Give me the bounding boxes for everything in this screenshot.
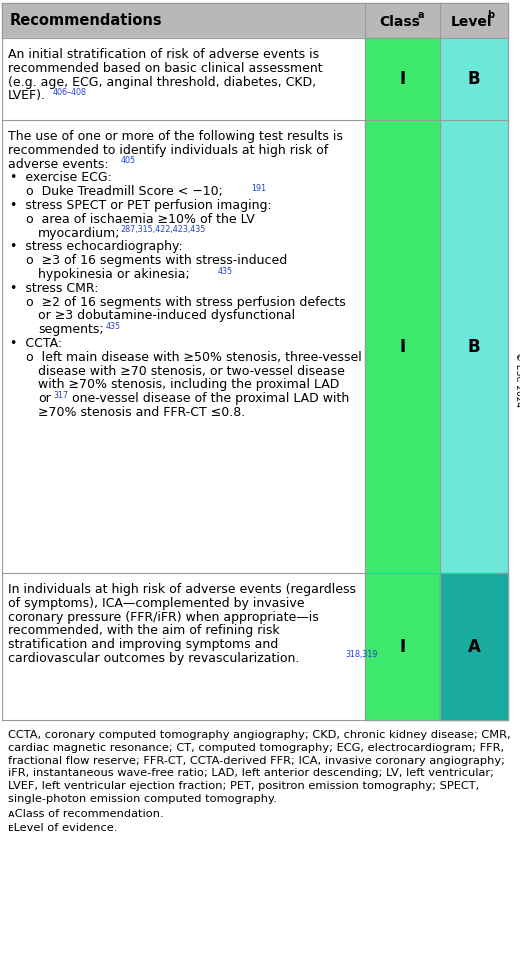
Text: •  stress echocardiography:: • stress echocardiography: — [10, 240, 183, 254]
Text: 191: 191 — [251, 184, 266, 193]
Text: ᴀClass of recommendation.: ᴀClass of recommendation. — [8, 809, 164, 819]
Text: An initial stratification of risk of adverse events is: An initial stratification of risk of adv… — [8, 48, 319, 61]
Text: recommended based on basic clinical assessment: recommended based on basic clinical asse… — [8, 62, 322, 75]
Text: b: b — [487, 11, 494, 20]
Text: ᴇLevel of evidence.: ᴇLevel of evidence. — [8, 823, 118, 832]
Text: cardiovascular outcomes by revascularization.: cardiovascular outcomes by revasculariza… — [8, 652, 300, 665]
Text: hypokinesia or akinesia;: hypokinesia or akinesia; — [38, 268, 190, 281]
Bar — [2, 120, 365, 573]
Text: Level: Level — [451, 15, 493, 29]
Bar — [440, 573, 508, 720]
Bar — [365, 573, 440, 720]
Text: o  Duke Treadmill Score < −10;: o Duke Treadmill Score < −10; — [26, 185, 223, 198]
Text: © ESC 2024: © ESC 2024 — [514, 352, 520, 407]
Bar — [440, 38, 508, 120]
Bar — [440, 120, 508, 573]
Text: 435: 435 — [218, 266, 233, 276]
Text: fractional flow reserve; FFR-CT, CCTA-derived FFR; ICA, invasive coronary angiog: fractional flow reserve; FFR-CT, CCTA-de… — [8, 755, 505, 766]
Text: •  stress CMR:: • stress CMR: — [10, 282, 98, 295]
Text: ≥70% stenosis and FFR-CT ≤0.8.: ≥70% stenosis and FFR-CT ≤0.8. — [38, 406, 245, 419]
Text: recommended, with the aim of refining risk: recommended, with the aim of refining ri… — [8, 625, 280, 637]
Text: recommended to identify individuals at high risk of: recommended to identify individuals at h… — [8, 144, 328, 157]
Text: disease with ≥70 stenosis, or two-vessel disease: disease with ≥70 stenosis, or two-vessel… — [38, 364, 345, 378]
Text: 435: 435 — [106, 322, 121, 331]
Bar — [365, 120, 440, 573]
Text: Recommendations: Recommendations — [10, 13, 163, 28]
Text: of symptoms), ICA—complemented by invasive: of symptoms), ICA—complemented by invasi… — [8, 597, 305, 610]
Text: B: B — [467, 337, 480, 356]
Text: LVEF).: LVEF). — [8, 89, 46, 103]
Text: coronary pressure (FFR/iFR) when appropriate—is: coronary pressure (FFR/iFR) when appropr… — [8, 610, 319, 624]
Text: 318,319: 318,319 — [345, 651, 378, 659]
Text: o  left main disease with ≥50% stenosis, three-vessel: o left main disease with ≥50% stenosis, … — [26, 351, 362, 364]
Text: 317: 317 — [53, 391, 68, 400]
Bar — [2, 573, 365, 720]
Text: (e.g. age, ECG, anginal threshold, diabetes, CKD,: (e.g. age, ECG, anginal threshold, diabe… — [8, 76, 316, 88]
Text: one-vessel disease of the proximal LAD with: one-vessel disease of the proximal LAD w… — [69, 392, 350, 406]
Text: segments;: segments; — [38, 323, 103, 336]
Text: single-photon emission computed tomography.: single-photon emission computed tomograp… — [8, 794, 277, 804]
Text: or: or — [38, 392, 51, 406]
Text: 406–408: 406–408 — [53, 87, 87, 97]
Text: I: I — [399, 337, 406, 356]
Text: •  stress SPECT or PET perfusion imaging:: • stress SPECT or PET perfusion imaging: — [10, 199, 272, 212]
Text: cardiac magnetic resonance; CT, computed tomography; ECG, electrocardiogram; FFR: cardiac magnetic resonance; CT, computed… — [8, 743, 504, 752]
Text: stratification and improving symptoms and: stratification and improving symptoms an… — [8, 638, 278, 652]
Text: 287,315,422,423,435: 287,315,422,423,435 — [121, 225, 206, 234]
Text: Class: Class — [379, 15, 420, 29]
Text: B: B — [467, 70, 480, 88]
Text: o  area of ischaemia ≥10% of the LV: o area of ischaemia ≥10% of the LV — [26, 212, 255, 226]
Text: myocardium;: myocardium; — [38, 227, 121, 239]
Text: CCTA, coronary computed tomography angiography; CKD, chronic kidney disease; CMR: CCTA, coronary computed tomography angio… — [8, 730, 511, 740]
Bar — [2, 38, 365, 120]
Text: adverse events:: adverse events: — [8, 158, 109, 171]
Text: o  ≥3 of 16 segments with stress-induced: o ≥3 of 16 segments with stress-induced — [26, 255, 287, 267]
Bar — [365, 38, 440, 120]
Text: iFR, instantaneous wave-free ratio; LAD, left anterior descending; LV, left vent: iFR, instantaneous wave-free ratio; LAD,… — [8, 769, 494, 778]
Text: •  CCTA:: • CCTA: — [10, 337, 62, 350]
Text: In individuals at high risk of adverse events (regardless: In individuals at high risk of adverse e… — [8, 583, 356, 596]
Text: with ≥70% stenosis, including the proximal LAD: with ≥70% stenosis, including the proxim… — [38, 379, 340, 391]
Text: LVEF, left ventricular ejection fraction; PET, positron emission tomography; SPE: LVEF, left ventricular ejection fraction… — [8, 781, 479, 791]
Text: •  exercise ECG:: • exercise ECG: — [10, 171, 112, 185]
Text: I: I — [399, 637, 406, 655]
Bar — [2, 3, 508, 38]
Text: 405: 405 — [121, 156, 136, 165]
Text: a: a — [418, 11, 424, 20]
Text: o  ≥2 of 16 segments with stress perfusion defects: o ≥2 of 16 segments with stress perfusio… — [26, 296, 346, 308]
Text: or ≥3 dobutamine-induced dysfunctional: or ≥3 dobutamine-induced dysfunctional — [38, 309, 295, 322]
Text: The use of one or more of the following test results is: The use of one or more of the following … — [8, 130, 343, 143]
Text: A: A — [467, 637, 480, 655]
Text: I: I — [399, 70, 406, 88]
